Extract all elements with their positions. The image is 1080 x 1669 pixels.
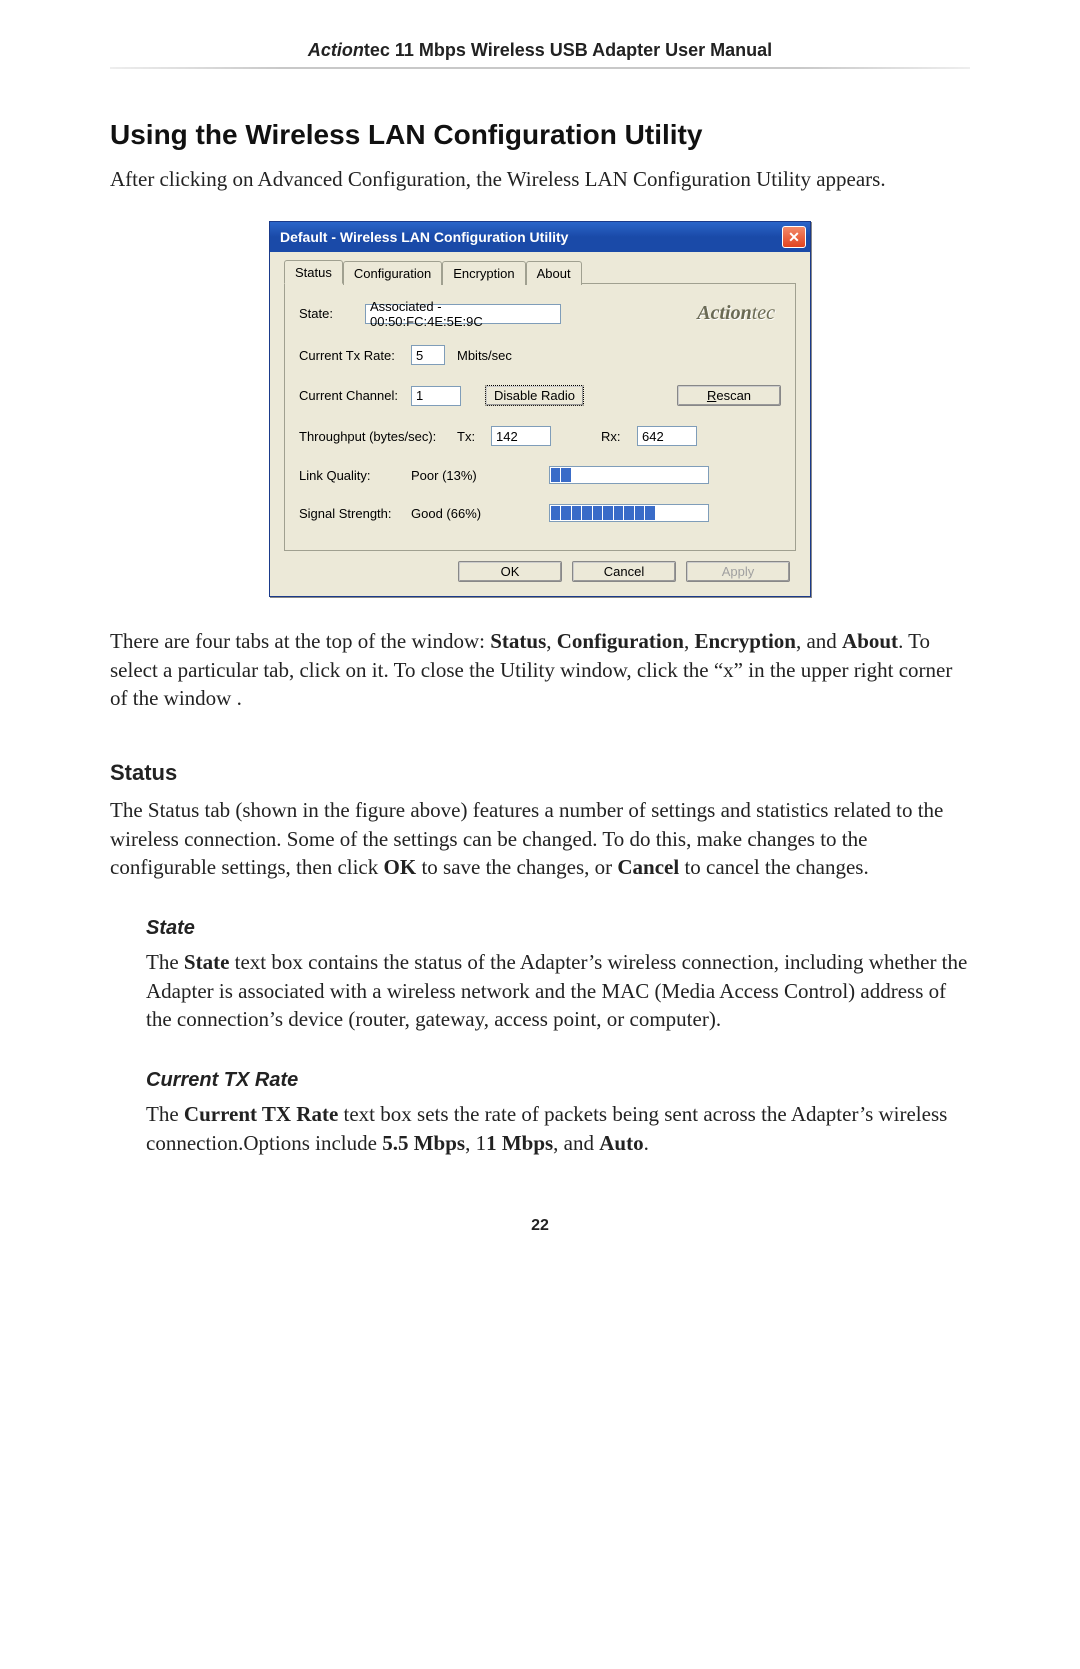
disable-radio-button[interactable]: Disable Radio bbox=[485, 385, 584, 406]
rx-label: Rx: bbox=[601, 429, 629, 444]
window-title: Default - Wireless LAN Configuration Uti… bbox=[280, 229, 568, 245]
link-quality-value: Poor (13%) bbox=[411, 468, 501, 483]
state-paragraph: The State text box contains the status o… bbox=[146, 948, 970, 1033]
rescan-button[interactable]: Rescan bbox=[677, 385, 781, 406]
apply-button[interactable]: Apply bbox=[686, 561, 790, 582]
document-header: Actiontec 11 Mbps Wireless USB Adapter U… bbox=[110, 40, 970, 61]
txrate-field[interactable]: 5 bbox=[411, 345, 445, 365]
dialog-buttons: OK Cancel Apply bbox=[284, 551, 796, 584]
page-number: 22 bbox=[110, 1217, 970, 1235]
signal-strength-bar bbox=[549, 504, 709, 522]
status-heading: Status bbox=[110, 760, 970, 786]
tab-bar: Status Configuration Encryption About bbox=[284, 260, 796, 284]
signal-strength-value: Good (66%) bbox=[411, 506, 501, 521]
tab-about[interactable]: About bbox=[526, 261, 582, 285]
state-heading: State bbox=[146, 917, 970, 940]
status-paragraph: The Status tab (shown in the figure abov… bbox=[110, 796, 970, 881]
brand-logo: Actiontec bbox=[697, 302, 775, 325]
status-panel: State: Associated - 00:50:FC:4E:5E:9C Ac… bbox=[284, 283, 796, 551]
tx-field: 142 bbox=[491, 426, 551, 446]
throughput-label: Throughput (bytes/sec): bbox=[299, 429, 449, 444]
channel-label: Current Channel: bbox=[299, 388, 403, 403]
tab-encryption[interactable]: Encryption bbox=[442, 261, 525, 285]
section-title: Using the Wireless LAN Configuration Uti… bbox=[110, 119, 970, 151]
titlebar: Default - Wireless LAN Configuration Uti… bbox=[270, 222, 810, 252]
state-field[interactable]: Associated - 00:50:FC:4E:5E:9C bbox=[365, 304, 561, 324]
link-quality-label: Link Quality: bbox=[299, 468, 403, 483]
header-divider bbox=[110, 67, 970, 69]
txrate-heading: Current TX Rate bbox=[146, 1069, 970, 1092]
state-label: State: bbox=[299, 306, 357, 321]
close-button[interactable]: ✕ bbox=[782, 226, 806, 248]
intro-paragraph: After clicking on Advanced Configuration… bbox=[110, 165, 970, 193]
tabs-paragraph: There are four tabs at the top of the wi… bbox=[110, 627, 970, 712]
tab-configuration[interactable]: Configuration bbox=[343, 261, 442, 285]
txrate-label: Current Tx Rate: bbox=[299, 348, 403, 363]
txrate-unit: Mbits/sec bbox=[457, 348, 512, 363]
dialog-window: Default - Wireless LAN Configuration Uti… bbox=[269, 221, 811, 597]
ok-button[interactable]: OK bbox=[458, 561, 562, 582]
signal-strength-label: Signal Strength: bbox=[299, 506, 403, 521]
txrate-paragraph: The Current TX Rate text box sets the ra… bbox=[146, 1100, 970, 1157]
cancel-button[interactable]: Cancel bbox=[572, 561, 676, 582]
tx-label: Tx: bbox=[457, 429, 483, 444]
link-quality-bar bbox=[549, 466, 709, 484]
close-icon: ✕ bbox=[788, 229, 800, 246]
rx-field: 642 bbox=[637, 426, 697, 446]
brand-rest: tec 11 Mbps Wireless USB Adapter User Ma… bbox=[364, 40, 772, 60]
channel-field[interactable]: 1 bbox=[411, 386, 461, 406]
tab-status[interactable]: Status bbox=[284, 260, 343, 284]
brand-italic: Action bbox=[308, 40, 364, 60]
